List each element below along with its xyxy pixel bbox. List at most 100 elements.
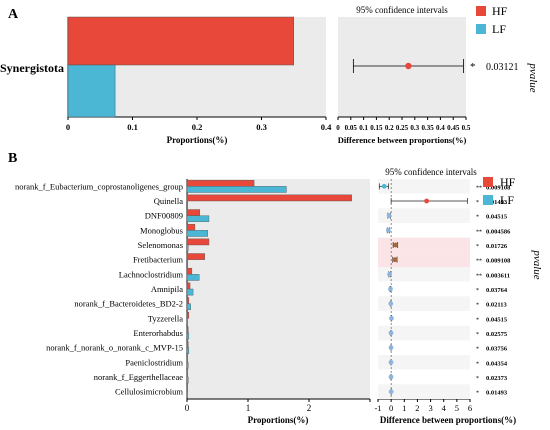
panel-b-x-tick-label: 0 <box>185 403 190 413</box>
panel-b-bar-hf <box>186 209 201 216</box>
panel-b-significance: ** <box>476 229 482 235</box>
panel-b-ci-point <box>388 345 394 351</box>
panel-b-ci-point <box>424 198 430 204</box>
panel-b-pvalue-title: pvalue <box>531 249 543 279</box>
panel-a-ci-x-tick-label: 0.5 <box>462 124 471 132</box>
panel-b-category-label: Tyzzerella <box>148 313 183 323</box>
panel-b-pvalue: 0.01493 <box>486 199 508 206</box>
panel-b-category-label: Lachnoclostridium <box>119 269 184 279</box>
panel-b-significance: * <box>476 332 479 338</box>
legend-a-swatch-hf <box>476 6 486 16</box>
panel-b-bar-background <box>187 179 370 399</box>
panel-b-ci-row-bg <box>378 208 470 223</box>
panel-b-category-label: norank_f_norank_o_norank_c_MVP-15 <box>46 343 183 353</box>
panel-b-significance: * <box>476 391 479 397</box>
panel-b-x-axis-title: Proportions(%) <box>248 415 309 425</box>
panel-b-ci-point <box>386 213 392 219</box>
legend-b-swatch-lf <box>483 195 493 205</box>
panel-b-bar-hf <box>186 223 196 231</box>
panel-b-pvalue: 0.03756 <box>486 346 508 353</box>
panel-b-x-tick-label: 1 <box>246 403 251 413</box>
panel-b-category-label: Monoglobus <box>140 225 183 235</box>
legend-b-swatch-hf <box>483 177 493 187</box>
panel-b-ci-x-tick-label: 0 <box>389 403 393 413</box>
panel-b-ci-x-tick-label: 3 <box>428 403 432 413</box>
panel-b-ci-x-tick-label: 6 <box>468 403 472 413</box>
panel-b-category-label: DNF00809 <box>145 211 183 221</box>
panel-a-category-label: Synergistota <box>0 61 64 75</box>
panel-b-category-label: Enterorhabdus <box>133 328 183 338</box>
panel-a-x-tick-label: 0.1 <box>127 122 138 132</box>
panel-b-significance: * <box>476 317 479 323</box>
panel-b-significance: * <box>476 347 479 353</box>
panel-b-bar-lf <box>186 244 189 252</box>
panel-a-x-tick-label: 0.3 <box>256 122 267 132</box>
panel-b-significance: ** <box>476 273 482 279</box>
panel-b-bar-hf <box>186 341 189 348</box>
panel-a-x-tick-label: 0.2 <box>192 122 203 132</box>
panel-a-ci-background <box>338 17 466 117</box>
panel-b-pvalue: 0.003611 <box>486 272 510 279</box>
panel-a-pvalue-title: pvalue <box>527 62 539 92</box>
panel-a-ci-x-tick-label: 0.15 <box>370 124 383 132</box>
panel-a-significance: * <box>470 61 476 73</box>
panel-b-ci-title: 95% confidence intervals <box>385 167 477 177</box>
panel-b-ci-point <box>389 315 394 321</box>
panel-b-bar-lf <box>186 347 190 355</box>
panel-b-ci-point <box>388 374 394 380</box>
panel-b-ci-point <box>387 271 392 277</box>
panel-b-ci-row-bg <box>378 223 470 238</box>
panel-b-bar-chart: Proportions(%) norank_f_Eubacterium_copr… <box>15 179 371 425</box>
panel-b-ci-x-tick-label: 5 <box>455 403 459 413</box>
panel-b-ci-point <box>392 257 398 263</box>
panel-a-ci-x-tick-label: 0.05 <box>345 124 358 132</box>
panel-a-ci-x-tick-label: 0.25 <box>396 124 409 132</box>
panel-a-ci-x-tick-label: 0.1 <box>359 124 368 132</box>
panel-a-x-tick-label: 0 <box>66 122 70 132</box>
panel-b-bar-hf <box>186 282 191 290</box>
panel-a-ci-x-tick-label: 0.2 <box>385 124 394 132</box>
panel-b-ci-row-bg <box>378 267 470 282</box>
panel-b-bar-hf <box>186 355 188 363</box>
panel-b-bar-lf <box>186 318 188 325</box>
panel-b-ci-point <box>388 359 394 365</box>
panel-b-ci-row-bg <box>378 296 470 311</box>
panel-b-ci-x-tick-label: 4 <box>442 403 447 413</box>
panel-b-pvalue: 0.02113 <box>486 302 508 309</box>
panel-b-bar-hf <box>186 385 188 392</box>
panel-a-x-axis-title: Proportions(%) <box>167 135 228 145</box>
panel-a-ci-title: 95% confidence intervals <box>356 5 448 15</box>
panel-b-ci-row-bg <box>378 340 470 355</box>
panel-b-significance: * <box>476 361 479 367</box>
panel-b-bar-lf <box>186 288 194 296</box>
panel-b-ci-row-bg <box>378 369 470 385</box>
panel-b-category-label: norank_f_Eggerthellaceae <box>94 372 183 382</box>
panel-b-bar-lf <box>186 391 188 399</box>
panel-b-pvalue: 0.01726 <box>486 243 508 250</box>
panel-a-ci-x-tick-label: 0.45 <box>447 124 460 132</box>
panel-a-legend: HF LF <box>476 4 508 36</box>
panel-b-ci-x-axis-title: Difference between proportions(%) <box>380 415 516 425</box>
panel-b-pvalue: 0.009108 <box>486 258 511 265</box>
panel-a-ci-chart: 95% confidence intervals Difference betw… <box>336 5 539 145</box>
legend-a-label-hf: HF <box>492 4 508 18</box>
panel-b-bar-hf <box>186 267 193 275</box>
panel-b-ci-point <box>388 330 394 336</box>
panel-b-bar-hf <box>186 253 205 260</box>
panel-b-pvalue: 0.01493 <box>486 390 508 397</box>
panel-a-ci-x-tick-label: 0.35 <box>421 124 434 132</box>
panel-b-significance: ** <box>476 185 482 191</box>
panel-b-bar-lf <box>186 186 287 193</box>
panel-b-pvalue: 0.009108 <box>486 184 511 191</box>
panel-b-category-label: Selenomonas <box>138 240 183 250</box>
panel-b-bar-lf <box>186 230 208 237</box>
panel-a-x-tick-label: 0.4 <box>321 122 332 132</box>
panel-b-bar-lf <box>186 274 200 281</box>
panel-b-bar-lf <box>186 376 189 384</box>
panel-b-ci-x-tick-label: -1 <box>374 403 381 413</box>
panel-a-ci-x-tick-label: 0.3 <box>410 124 419 132</box>
panel-b-ci-point <box>385 227 391 233</box>
legend-a-label-lf: LF <box>492 22 506 36</box>
panel-a-bar-chart: Synergistota Proportions(%) 0 0.1 0.2 0.3 0.… <box>0 16 332 145</box>
